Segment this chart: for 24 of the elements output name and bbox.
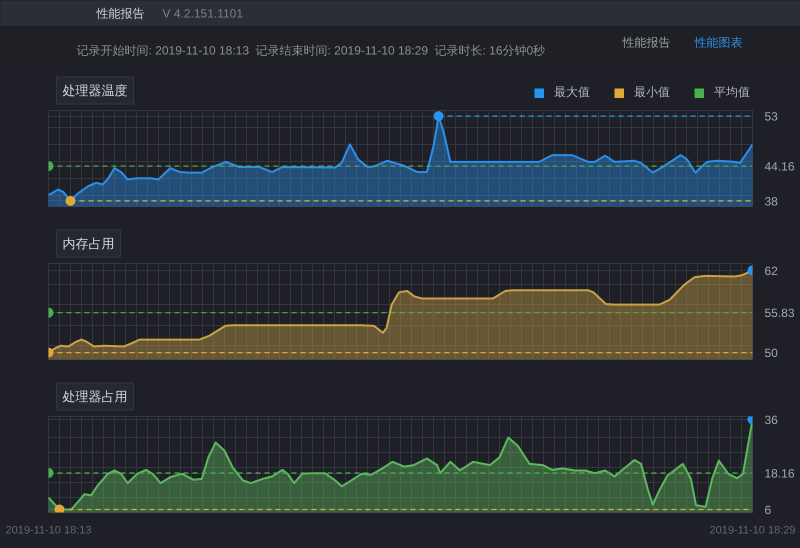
text: 性能报告 <box>96 6 144 20</box>
chart-title: 内存占用 <box>62 236 114 251</box>
text: V 4.2.151.1101 <box>162 6 244 20</box>
x-tick-label: 2019-11-10 18:29 <box>709 524 796 536</box>
y-tick-label: 62 <box>764 264 778 278</box>
chart-title: 处理器温度 <box>62 83 128 98</box>
text: 记录结束时间: 2019-11-10 18:29 <box>256 44 428 58</box>
chart-title: 处理器占用 <box>62 389 128 404</box>
y-tick-label: 36 <box>764 413 778 427</box>
y-tick-label: 50 <box>764 346 778 360</box>
legend-label: 最大值 <box>554 84 590 101</box>
text: 性能图表 <box>694 36 742 50</box>
y-tick-label: 6 <box>764 503 772 517</box>
y-tick-label: 44.16 <box>764 160 795 174</box>
y-tick-label: 18.16 <box>764 466 795 481</box>
y-tick-label: 38 <box>764 194 778 208</box>
y-tick-label: 55.83 <box>764 306 795 320</box>
legend-label: 平均值 <box>714 84 750 101</box>
text: 记录时长: 16分钟0秒 <box>434 44 546 58</box>
x-tick-label: 2019-11-10 18:13 <box>5 524 92 536</box>
text: 记录开始时间: 2019-11-10 18:13 <box>76 44 250 58</box>
y-tick-label: 53 <box>764 110 778 124</box>
text: 性能报告 <box>622 36 670 50</box>
legend-label: 最小值 <box>634 84 670 101</box>
